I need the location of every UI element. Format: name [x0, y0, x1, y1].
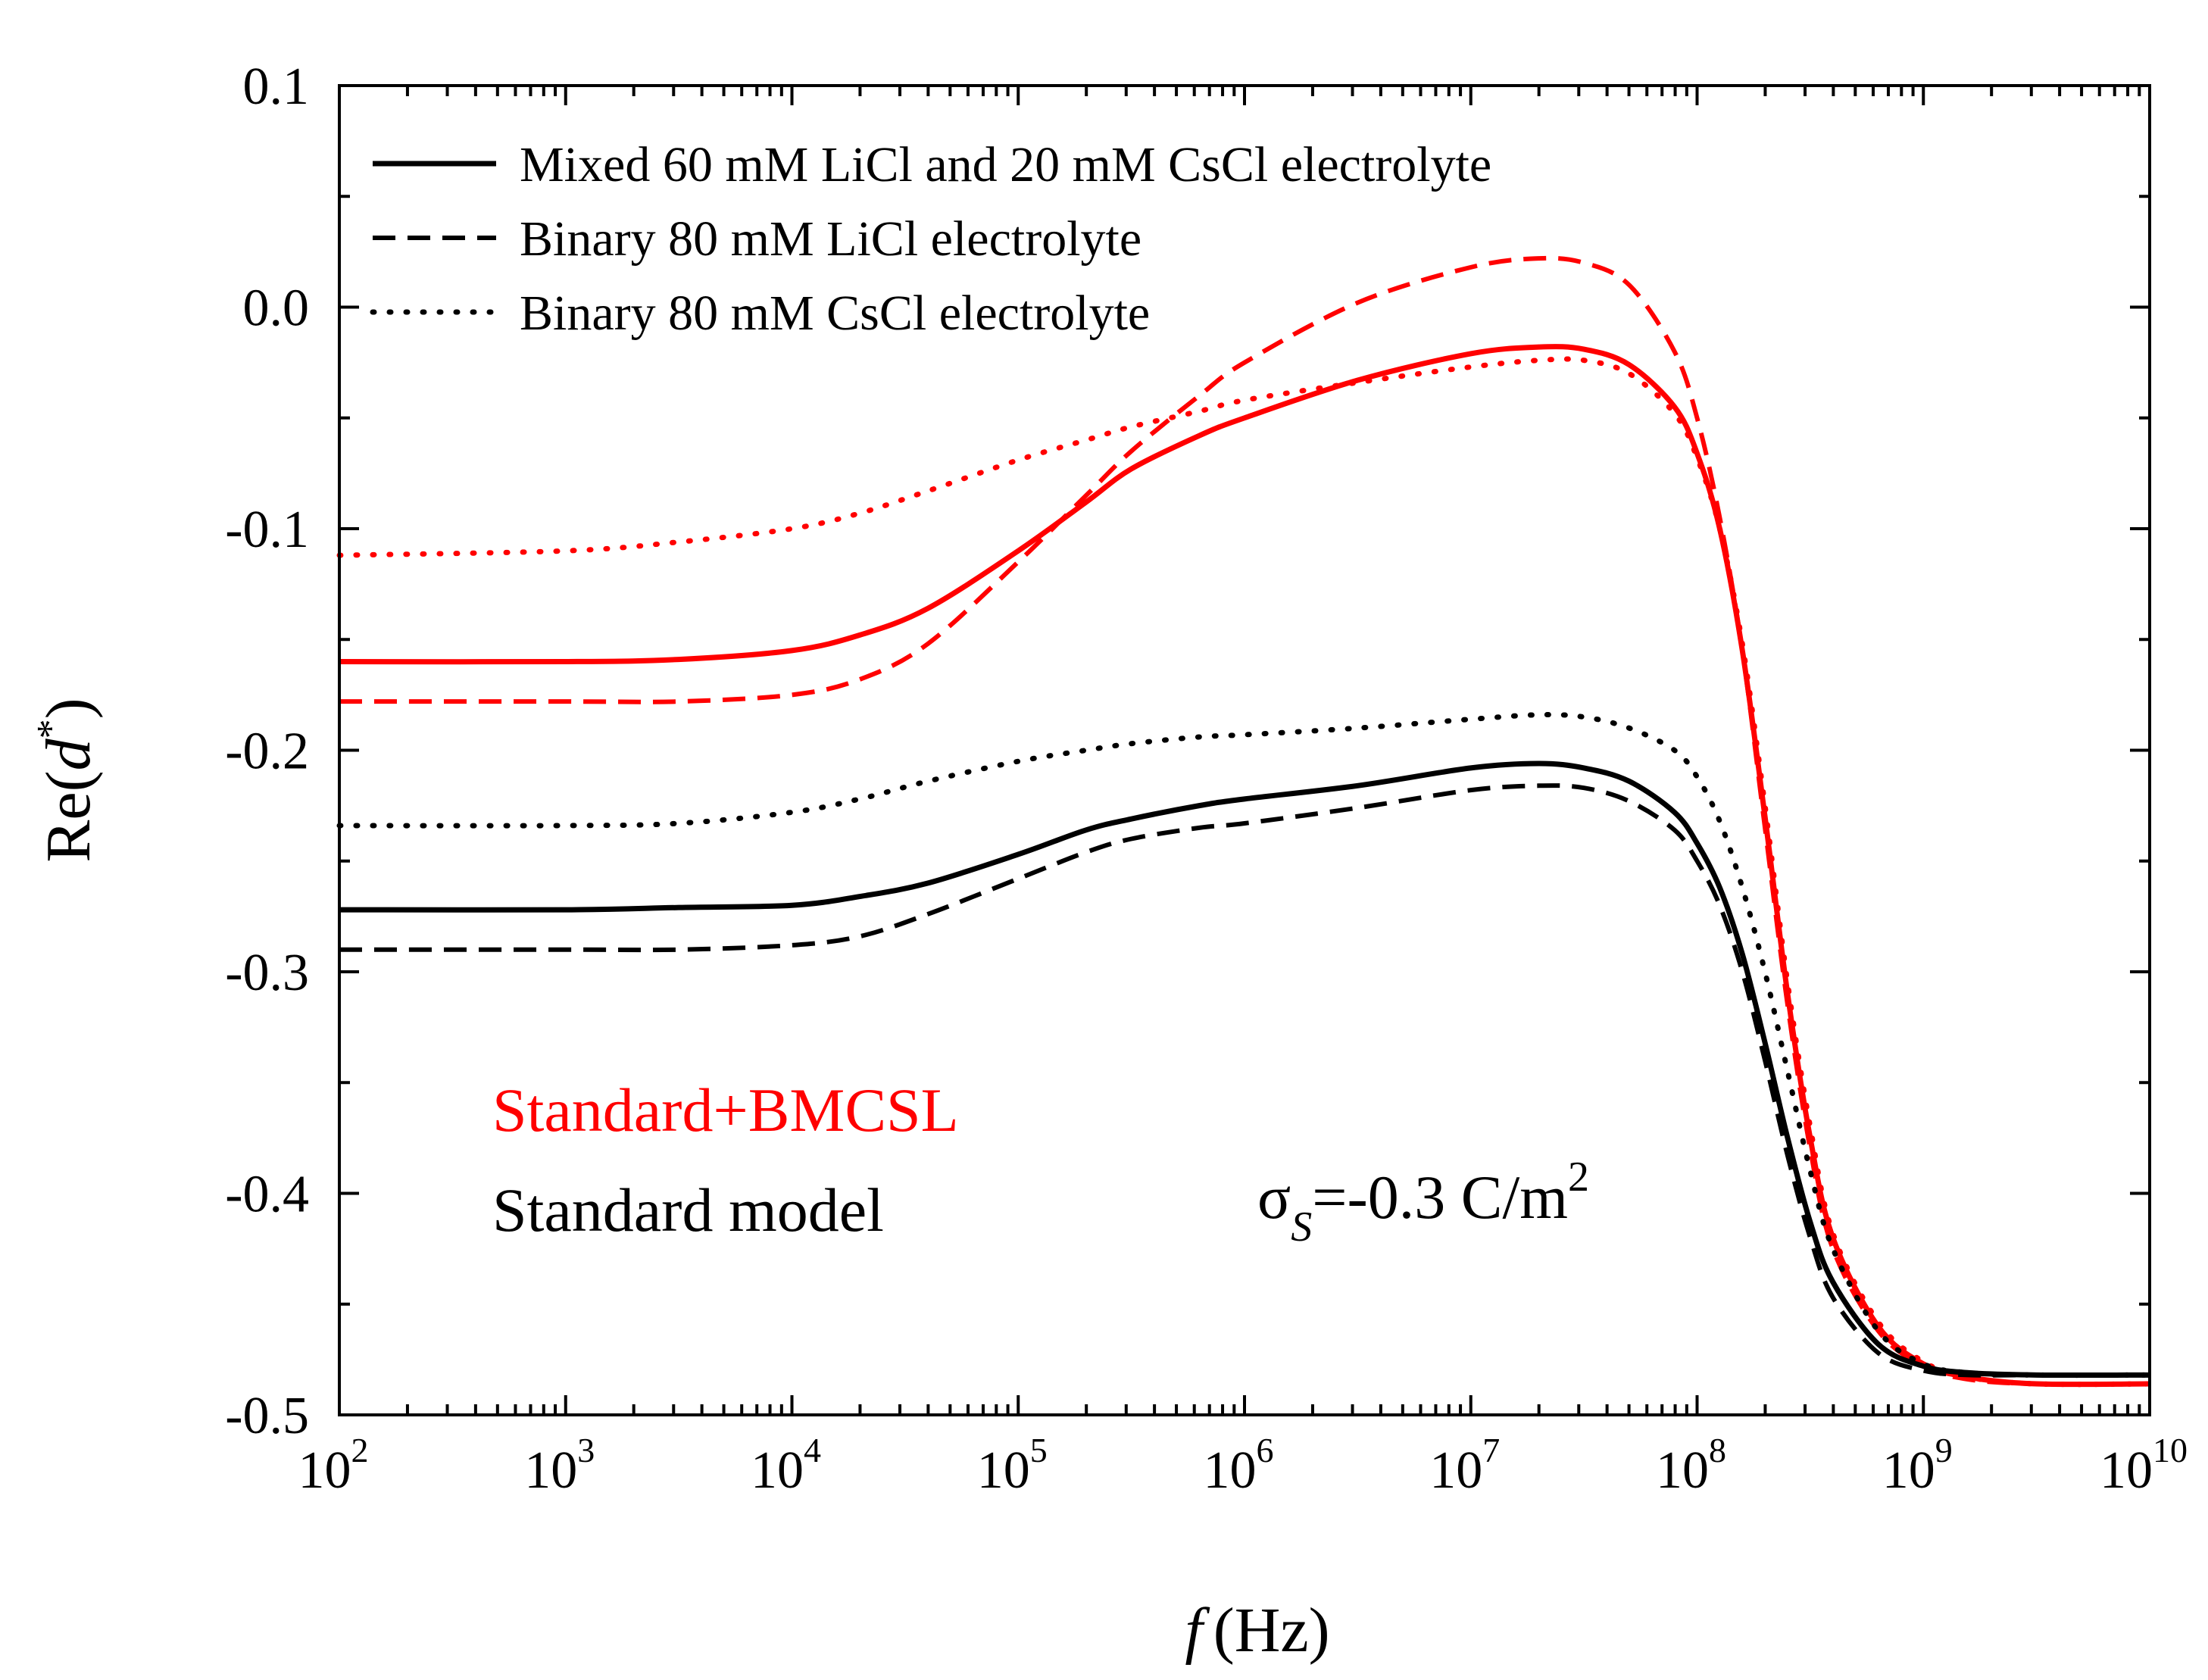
x-axis-title-unit: (Hz) — [1213, 1595, 1330, 1666]
series-layer — [336, 255, 2153, 1388]
x-tick-label-exponent: 4 — [804, 1431, 821, 1469]
y-axis-title-prefix: Re( — [33, 770, 104, 862]
x-tick-label: 106 — [1204, 1431, 1274, 1500]
x-tick-label-base: 10 — [524, 1441, 577, 1500]
y-tick-label: -0.1 — [225, 501, 309, 559]
legend: Mixed 60 mM LiCl and 20 mM CsCl electrol… — [370, 137, 1491, 341]
x-tick-label: 105 — [977, 1431, 1048, 1500]
y-tick-label: 0.1 — [243, 58, 310, 116]
x-tick-label: 107 — [1429, 1431, 1500, 1500]
x-tick-label-base: 10 — [1882, 1441, 1935, 1500]
x-axis-title: f (Hz) — [1185, 1595, 1329, 1666]
y-tick-label: -0.2 — [225, 723, 309, 781]
legend-label-cscl: Binary 80 mM CsCl electrolyte — [520, 286, 1150, 341]
surface-charge-value: =-0.3 C/m — [1312, 1163, 1568, 1232]
annotation-standard-model: Standard model — [492, 1176, 884, 1244]
y-axis-title-suffix: ) — [33, 698, 104, 719]
y-axis-title-symbol: d — [33, 738, 104, 770]
y-tick-label: 0.0 — [243, 279, 310, 338]
x-tick-label-exponent: 9 — [1935, 1431, 1953, 1469]
x-tick-label: 102 — [298, 1431, 369, 1500]
sigma-symbol: σ — [1257, 1163, 1291, 1232]
x-tick-label-base: 10 — [1204, 1441, 1257, 1500]
y-tick-label: -0.4 — [225, 1166, 309, 1224]
x-tick-label: 103 — [524, 1431, 595, 1500]
x-axis-title-symbol: f — [1185, 1595, 1210, 1666]
annotation-surface-charge: σS=-0.3 C/m2 — [1257, 1154, 1589, 1251]
labels-layer: 102 103 104 105 106 107 108 109 10100.10.0-0.1-0… — [225, 58, 2188, 1500]
x-tick-label-exponent: 6 — [1257, 1431, 1274, 1469]
y-tick-label: -0.3 — [225, 944, 309, 1002]
x-tick-label-base: 10 — [751, 1441, 804, 1500]
x-tick-label-exponent: 10 — [2153, 1431, 2188, 1469]
y-axis-title-superscript: * — [30, 719, 73, 739]
x-tick-label: 109 — [1882, 1431, 1953, 1500]
series-line-standard-solid — [339, 760, 2150, 1379]
x-tick-label-base: 10 — [1429, 1441, 1482, 1500]
x-tick-label: 108 — [1656, 1431, 1726, 1500]
x-tick-label-base: 10 — [298, 1441, 351, 1500]
y-axis-title: Re(d*) — [30, 698, 104, 862]
x-tick-label: 104 — [751, 1431, 821, 1500]
x-tick-label-exponent: 8 — [1709, 1431, 1726, 1469]
x-tick-label-base: 10 — [1656, 1441, 1709, 1500]
x-tick-label-exponent: 2 — [351, 1431, 369, 1469]
x-tick-label-base: 10 — [977, 1441, 1030, 1500]
legend-label-mixed: Mixed 60 mM LiCl and 20 mM CsCl electrol… — [520, 137, 1491, 192]
series-line-standard-dashed — [339, 783, 2150, 1378]
annotation-standard-bmcsl: Standard+BMCSL — [492, 1076, 959, 1144]
y-tick-label: -0.5 — [225, 1387, 309, 1445]
x-tick-label-base: 10 — [2100, 1441, 2153, 1500]
legend-label-licl: Binary 80 mM LiCl electrolyte — [520, 211, 1141, 267]
sigma-subscript: S — [1291, 1204, 1312, 1251]
x-tick-label-exponent: 7 — [1482, 1431, 1500, 1469]
series-line-standard-dotted — [336, 712, 2153, 1379]
ticks-layer — [338, 84, 2151, 1416]
x-tick-label: 1010 — [2100, 1431, 2188, 1500]
x-tick-label-exponent: 5 — [1030, 1431, 1048, 1469]
x-tick-label-exponent: 3 — [577, 1431, 595, 1469]
surface-charge-superscript: 2 — [1568, 1154, 1589, 1201]
